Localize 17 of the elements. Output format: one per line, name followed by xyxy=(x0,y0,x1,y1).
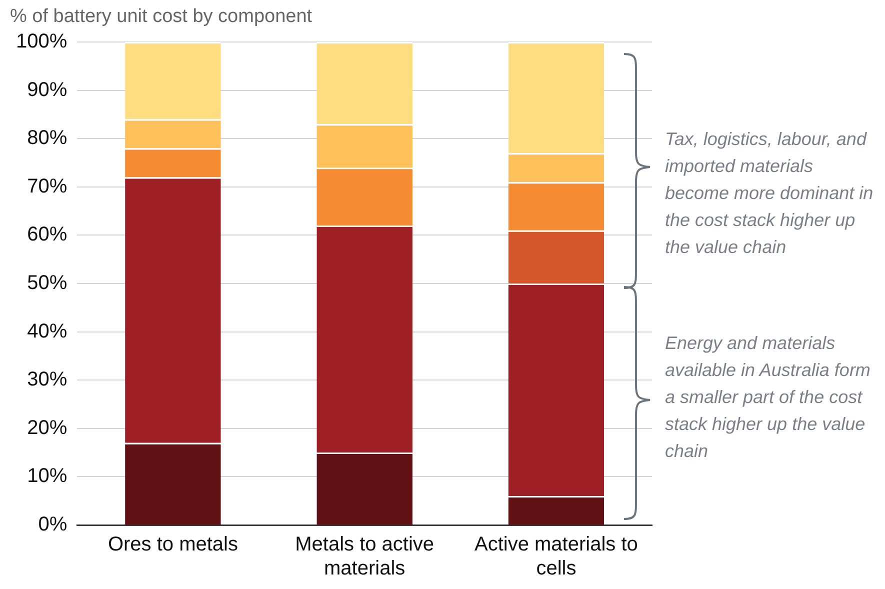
y-tick-label: 30% xyxy=(27,368,68,391)
chart-title: % of battery unit cost by component xyxy=(10,6,312,28)
y-tick-label: 40% xyxy=(27,320,68,342)
y-tick-label: 70% xyxy=(27,175,68,198)
y-tick-label: 60% xyxy=(27,224,68,246)
text: Energy and materials available in Australia form a smaller part of the cost stack higher up the value chain xyxy=(665,332,872,463)
y-tick-label: 90% xyxy=(27,78,68,101)
text: Tax, logistics, labour, and imported materials become more dominant in the cost stack higher up the value chain xyxy=(665,128,874,259)
y-tick-label: 50% xyxy=(27,272,68,294)
x-tick-label: Active materials to cells xyxy=(474,534,638,580)
x-tick-label: Ores to metals xyxy=(108,534,238,556)
y-tick-label: 80% xyxy=(27,127,68,150)
y-tick-label: 10% xyxy=(27,465,68,488)
x-tick-label: Metals to active materials xyxy=(295,534,434,580)
y-tick-label: 20% xyxy=(27,416,68,439)
y-tick-label: 100% xyxy=(16,30,68,53)
y-tick-label: 0% xyxy=(38,514,68,536)
